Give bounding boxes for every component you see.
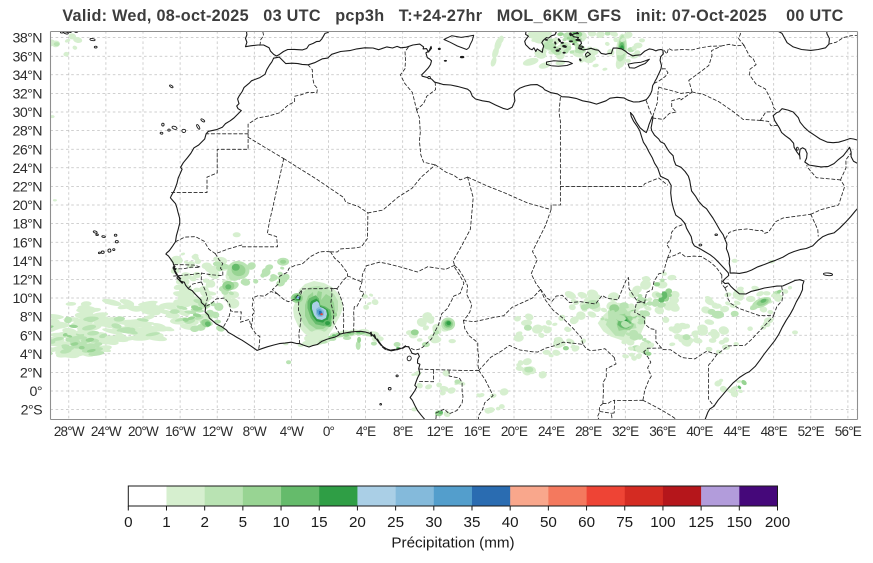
svg-text:44°E: 44°E: [723, 424, 750, 439]
svg-text:10°N: 10°N: [12, 291, 42, 307]
svg-text:2°N: 2°N: [20, 366, 42, 382]
svg-text:18°N: 18°N: [12, 217, 42, 233]
svg-text:0: 0: [124, 514, 132, 531]
svg-text:4°W: 4°W: [280, 424, 304, 439]
svg-text:25: 25: [387, 514, 404, 531]
svg-text:12°E: 12°E: [427, 424, 454, 439]
svg-text:52°E: 52°E: [798, 424, 825, 439]
svg-text:56°E: 56°E: [835, 424, 862, 439]
svg-text:75: 75: [616, 514, 633, 531]
svg-text:2: 2: [200, 514, 208, 531]
svg-text:4°E: 4°E: [356, 424, 376, 439]
svg-text:2°S: 2°S: [21, 403, 42, 419]
svg-text:20°E: 20°E: [501, 424, 528, 439]
svg-text:16°W: 16°W: [165, 424, 196, 439]
svg-text:22°N: 22°N: [12, 180, 42, 196]
svg-text:28°E: 28°E: [575, 424, 602, 439]
svg-text:Précipitation (mm): Précipitation (mm): [391, 535, 514, 552]
svg-text:14°N: 14°N: [12, 254, 42, 270]
svg-text:100: 100: [650, 514, 675, 531]
svg-text:35: 35: [464, 514, 481, 531]
svg-text:12°N: 12°N: [12, 273, 42, 289]
svg-text:24°W: 24°W: [91, 424, 122, 439]
svg-text:36°N: 36°N: [12, 49, 42, 65]
svg-text:28°W: 28°W: [54, 424, 85, 439]
svg-text:16°N: 16°N: [12, 235, 42, 251]
svg-text:4°N: 4°N: [20, 347, 42, 363]
svg-text:150: 150: [727, 514, 752, 531]
svg-text:34°N: 34°N: [12, 68, 42, 84]
svg-text:48°E: 48°E: [761, 424, 788, 439]
svg-text:1: 1: [162, 514, 170, 531]
svg-text:20°W: 20°W: [128, 424, 159, 439]
svg-text:24°E: 24°E: [538, 424, 565, 439]
svg-text:20°N: 20°N: [12, 198, 42, 214]
svg-text:Valid: Wed, 08-oct-2025 03 U: Valid: Wed, 08-oct-2025 03 UTC pcp3h T:+…: [62, 7, 843, 25]
svg-text:0°: 0°: [30, 384, 42, 400]
svg-text:32°N: 32°N: [12, 87, 42, 103]
svg-text:8°N: 8°N: [20, 310, 42, 326]
svg-text:40°E: 40°E: [686, 424, 713, 439]
svg-text:50: 50: [540, 514, 557, 531]
svg-text:125: 125: [688, 514, 713, 531]
svg-text:15: 15: [311, 514, 328, 531]
svg-text:10: 10: [273, 514, 290, 531]
svg-text:20: 20: [349, 514, 366, 531]
svg-text:8°W: 8°W: [243, 424, 267, 439]
svg-text:38°N: 38°N: [12, 31, 42, 47]
svg-text:36°E: 36°E: [649, 424, 676, 439]
svg-text:30°N: 30°N: [12, 105, 42, 121]
svg-text:6°N: 6°N: [20, 328, 42, 344]
svg-text:5: 5: [239, 514, 247, 531]
svg-text:8°E: 8°E: [393, 424, 413, 439]
svg-text:24°N: 24°N: [12, 161, 42, 177]
svg-text:32°E: 32°E: [612, 424, 639, 439]
svg-text:60: 60: [578, 514, 595, 531]
svg-text:0°: 0°: [323, 424, 335, 439]
svg-text:16°E: 16°E: [464, 424, 491, 439]
svg-text:30: 30: [425, 514, 442, 531]
svg-text:200: 200: [765, 514, 790, 531]
svg-text:40: 40: [502, 514, 519, 531]
svg-text:28°N: 28°N: [12, 124, 42, 140]
svg-text:12°W: 12°W: [202, 424, 233, 439]
svg-text:26°N: 26°N: [12, 142, 42, 158]
